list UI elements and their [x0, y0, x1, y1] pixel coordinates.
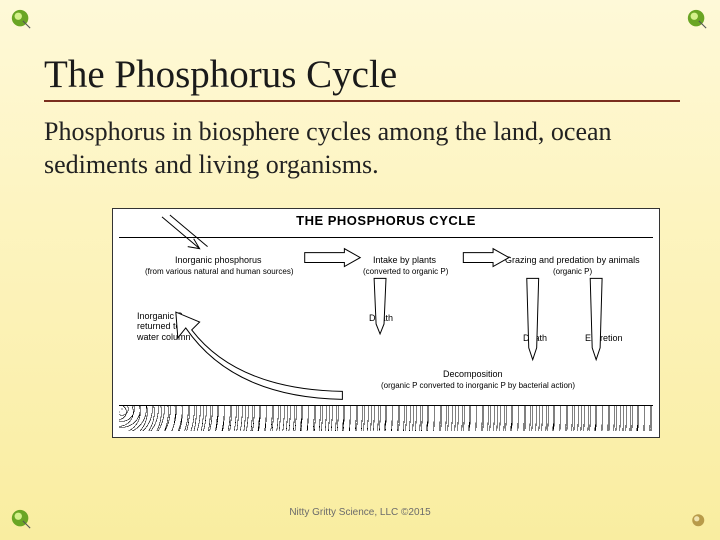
- label-inorganic-phosphorus: Inorganic phosphorus: [175, 255, 262, 265]
- label-decomposition: Decomposition: [443, 369, 503, 379]
- pushpin-icon: [686, 8, 708, 30]
- label-return-water: Inorganic P returned to water column: [137, 311, 191, 342]
- slide-body-text: Phosphorus in biosphere cycles among the…: [44, 116, 684, 181]
- label-intake-plants: Intake by plants: [373, 255, 436, 265]
- label-grazing-sub: (organic P): [553, 267, 592, 276]
- sediment-layer: [119, 405, 653, 431]
- phosphorus-cycle-diagram: THE PHOSPHORUS CYCLE Inorganic phosphoru…: [112, 208, 660, 438]
- diagram-title: THE PHOSPHORUS CYCLE: [113, 213, 659, 228]
- label-intake-plants-sub: (converted to organic P): [363, 267, 448, 276]
- label-death-2: Death: [523, 333, 547, 343]
- footer-credit: Nitty Gritty Science, LLC ©2015: [0, 507, 720, 518]
- label-excretion: Excretion: [585, 333, 623, 343]
- label-inorganic-phosphorus-sub: (from various natural and human sources): [145, 267, 294, 276]
- water-surface-line: [119, 237, 653, 238]
- title-underline: [44, 100, 680, 102]
- label-decomposition-sub: (organic P converted to inorganic P by b…: [381, 381, 575, 390]
- pushpin-icon: [10, 8, 32, 30]
- label-death-1: Death: [369, 313, 393, 323]
- label-grazing: Grazing and predation by animals: [505, 255, 640, 265]
- slide-title: The Phosphorus Cycle: [44, 52, 397, 97]
